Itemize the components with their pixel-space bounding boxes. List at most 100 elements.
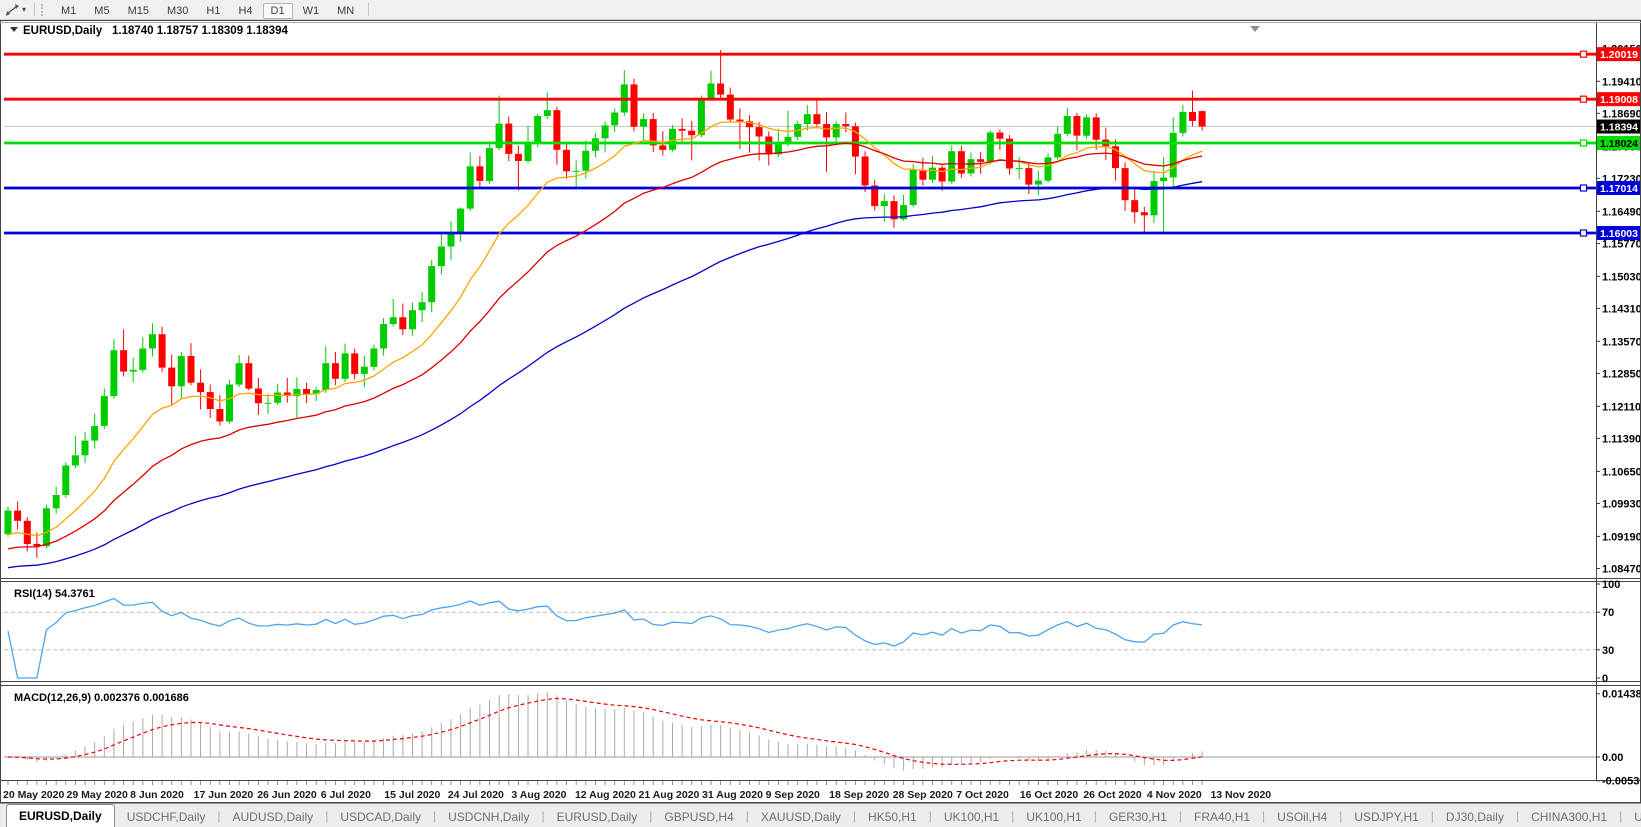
price-badge-1.18024-text: 1.18024 xyxy=(1600,138,1638,150)
chart-tab-uk100-h1[interactable]: UK100,H1 xyxy=(943,809,1000,824)
line-anchor-handle[interactable] xyxy=(1579,139,1588,147)
candle-up xyxy=(495,123,503,149)
date-axis-label: 24 Jul 2020 xyxy=(448,789,504,801)
chart-canvas[interactable]: 1.201501.194101.186901.179501.172301.164… xyxy=(0,20,1641,803)
candle-up xyxy=(707,83,715,99)
price-tick-label: 1.18690 xyxy=(1602,108,1641,120)
timeframe-button-h4[interactable]: H4 xyxy=(238,4,253,17)
candle-up xyxy=(967,159,975,174)
tab-separator: | xyxy=(649,809,653,823)
date-axis-label: 16 Oct 2020 xyxy=(1020,789,1079,801)
macd-axis-label: 0.00 xyxy=(1602,752,1623,764)
price-badge-1.19008-text: 1.19008 xyxy=(1600,94,1638,106)
chart-tab-ger30-h1[interactable]: GER30,H1 xyxy=(1108,809,1167,824)
date-axis-label: 3 Aug 2020 xyxy=(511,789,566,801)
candle-up xyxy=(226,384,233,422)
candle-up xyxy=(880,201,888,206)
chart-tab-china300-h1[interactable]: CHINA300,H1 xyxy=(1531,809,1608,824)
line-studies-icon[interactable] xyxy=(5,3,20,17)
candle-up xyxy=(1169,132,1177,178)
candle-up xyxy=(235,363,243,385)
rsi-line xyxy=(7,597,1203,679)
chart-tab-usoil-h1[interactable]: USOil,H1 xyxy=(1634,809,1641,824)
candle-down xyxy=(755,127,763,137)
timeframe-button-m5[interactable]: M5 xyxy=(94,4,110,17)
candle-up xyxy=(1015,168,1023,170)
tab-separator: | xyxy=(1178,809,1183,823)
candle-down xyxy=(717,83,725,95)
chart-tab-fra40-h1[interactable]: FRA40,H1 xyxy=(1194,809,1251,824)
timeframe-button-w1[interactable]: W1 xyxy=(302,4,320,17)
candle-up xyxy=(582,150,590,171)
chart-tab-hk50-h1[interactable]: HK50,H1 xyxy=(868,809,917,824)
timeframe-button-h1[interactable]: H1 xyxy=(206,4,221,17)
candle-up xyxy=(669,128,676,150)
timeframe-button-mn[interactable]: MN xyxy=(337,4,355,17)
chart-tabs: EURUSD,Daily USDCHF,Daily | AUDUSD,Daily | US… xyxy=(0,804,1641,827)
rsi-indicator-label: RSI(14) 54.3761 xyxy=(14,588,95,600)
date-axis-label: 18 Sep 2020 xyxy=(829,789,889,801)
candle-up xyxy=(1063,116,1071,134)
rsi-axis-label: 0 xyxy=(1602,673,1608,685)
chart-tab-eurusd-daily[interactable]: EURUSD,Daily xyxy=(556,809,638,824)
date-axis-label: 12 Aug 2020 xyxy=(575,789,636,801)
candle-down xyxy=(1092,117,1100,140)
chart-tab-usoil-h4[interactable]: USOil,H4 xyxy=(1277,809,1328,824)
candle-up xyxy=(447,234,455,247)
candle-down xyxy=(514,153,522,161)
toolbar-separator xyxy=(34,3,36,16)
candle-up xyxy=(832,124,840,138)
price-badge-1.18024 xyxy=(1597,136,1641,150)
candle-up xyxy=(601,125,609,139)
candle-up xyxy=(370,348,378,367)
candle-up xyxy=(149,334,156,349)
candle-down xyxy=(553,110,561,150)
chart-tab-usdjpy-h1[interactable]: USDJPY,H1 xyxy=(1354,809,1419,824)
price-tick-label: 1.12850 xyxy=(1602,368,1641,380)
candle-up xyxy=(774,143,782,155)
candle-up xyxy=(611,112,619,126)
candle-down xyxy=(842,124,850,127)
chart-tab-uk100-h1[interactable]: UK100,H1 xyxy=(1026,809,1082,824)
candle-up xyxy=(428,266,436,303)
chart-tab-usdchf-daily[interactable]: USDCHF,Daily xyxy=(126,809,206,824)
chart-tab-bar: EURUSD,Daily USDCHF,Daily | AUDUSD,Daily | US… xyxy=(0,803,1641,827)
chart-tab-usdcad-daily[interactable]: USDCAD,Daily xyxy=(340,809,421,824)
chart-tab-usdcnh-daily[interactable]: USDCNH,Daily xyxy=(448,809,530,824)
line-anchor-handle[interactable] xyxy=(1579,50,1588,58)
dropdown-caret-icon[interactable]: ▾ xyxy=(22,5,27,14)
date-axis-label: 20 May 2020 xyxy=(3,789,64,801)
chart-tab-gbpusd-h4[interactable]: GBPUSD,H4 xyxy=(664,809,734,824)
timeframe-button-m15[interactable]: M15 xyxy=(127,4,149,17)
candle-up xyxy=(591,138,599,151)
chart-tab-dj30-daily[interactable]: DJ30,Daily xyxy=(1445,809,1504,824)
line-anchor-handle[interactable] xyxy=(1579,229,1588,237)
candle-down xyxy=(1140,212,1148,216)
timeframe-button-m1[interactable]: M1 xyxy=(61,4,77,17)
price-tick-label: 1.11390 xyxy=(1602,433,1641,445)
tab-separator: | xyxy=(1011,809,1015,823)
candle-down xyxy=(254,388,262,404)
candle-up xyxy=(341,353,349,379)
toolbar-grip[interactable] xyxy=(41,3,46,16)
candle-up xyxy=(1054,133,1062,158)
chart-shift-triangle-icon[interactable] xyxy=(1250,26,1260,32)
candle-up xyxy=(110,350,118,397)
chart-tab-xauusd-daily[interactable]: XAUUSD,Daily xyxy=(760,809,841,824)
candle-up xyxy=(293,389,301,397)
chart-tab-audusd-daily[interactable]: AUDUSD,Daily xyxy=(232,809,314,824)
price-tick-label: 1.10650 xyxy=(1602,466,1641,478)
chart-title-caret-icon[interactable] xyxy=(10,27,18,32)
price-tick-label: 1.08470 xyxy=(1602,563,1641,575)
timeframe-button-m30[interactable]: M30 xyxy=(166,4,189,17)
line-anchor-handle[interactable] xyxy=(1579,184,1588,192)
candle-up xyxy=(697,98,705,136)
macd-signal-line xyxy=(7,697,1203,765)
price-badge-1.20019-text: 1.20019 xyxy=(1600,49,1638,61)
candle-down xyxy=(23,520,31,544)
ma-slow-line xyxy=(7,181,1203,569)
candle-down xyxy=(678,128,686,131)
line-anchor-handle[interactable] xyxy=(1579,95,1588,103)
timeframe-button-d1[interactable]: D1 xyxy=(262,2,293,19)
chart-tab-eurusd-daily[interactable]: EURUSD,Daily xyxy=(6,804,115,827)
